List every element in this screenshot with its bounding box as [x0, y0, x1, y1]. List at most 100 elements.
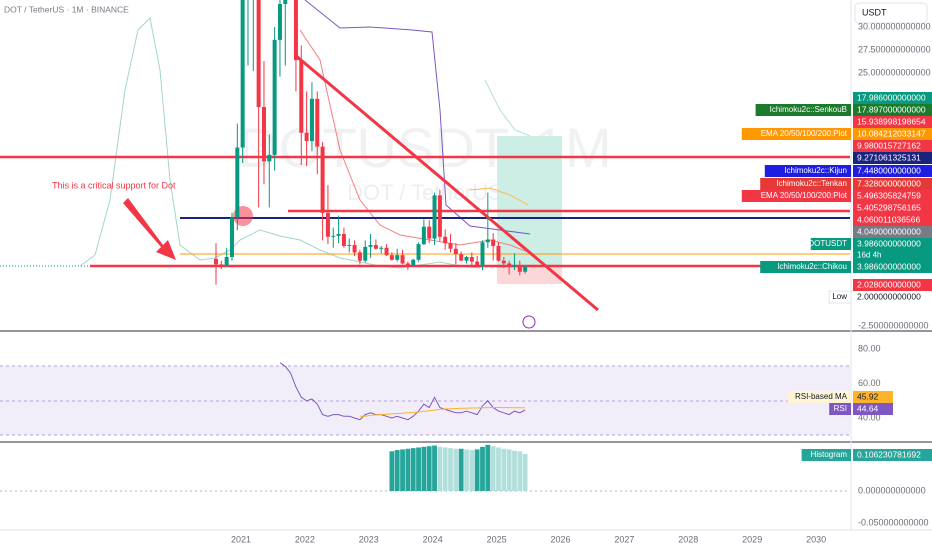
- currency-button[interactable]: [854, 2, 928, 24]
- trend-line: [294, 53, 599, 312]
- hist-bar: [490, 446, 496, 491]
- candle-body: [341, 234, 346, 246]
- price-tag-value: 4.049000000000: [857, 226, 921, 236]
- candle-body: [224, 257, 229, 266]
- hist-bar: [405, 448, 411, 491]
- event-icon[interactable]: [522, 315, 536, 329]
- hist-bar: [517, 451, 523, 491]
- candle-body: [293, 0, 298, 61]
- candle-body: [347, 245, 352, 247]
- candle-body: [315, 98, 320, 147]
- price-tick-label: 30.000000000000: [858, 21, 931, 31]
- hist-bar: [522, 453, 528, 491]
- hist-bar: [432, 445, 437, 491]
- price-tag: [853, 128, 932, 140]
- hist-tag-value: 0.106230781692: [857, 449, 921, 459]
- candle-body: [421, 226, 426, 245]
- kijun-line: [304, 0, 531, 235]
- hist-bar: [421, 446, 427, 491]
- candle-body: [240, 0, 245, 148]
- price-tick-label: -2.500000000000: [858, 320, 929, 330]
- year-label: 2027: [614, 534, 634, 544]
- countdown-box: [853, 250, 932, 261]
- rsi-tag-name: RSI-based MA: [795, 392, 848, 401]
- price-tag-value: 2.000000000000: [857, 291, 921, 301]
- hist-tick-label: 0.000000000000: [858, 485, 926, 495]
- long-stop-zone: [497, 266, 562, 284]
- countdown: 16d 4h: [857, 251, 881, 260]
- candle-body: [400, 255, 405, 264]
- candle-body: [411, 259, 416, 266]
- price-tag: [853, 116, 932, 128]
- candle-body: [379, 247, 384, 249]
- price-tag-name-box: [741, 190, 851, 202]
- hist-tag-name: Histogram: [811, 450, 848, 459]
- rsi-tag: [853, 403, 893, 415]
- price-tag-value: 7.448000000000: [857, 165, 921, 175]
- price-tag-name: EMA 20/50/100/200:Plot: [761, 129, 848, 138]
- hist-tag-name-box: [801, 449, 851, 461]
- candle-body: [459, 254, 464, 261]
- candle-body: [325, 212, 330, 237]
- price-tag-value: 5.496305824759: [857, 190, 921, 200]
- candles: [214, 0, 528, 285]
- price-tag-name: Low: [832, 292, 847, 301]
- hist-bar: [480, 446, 485, 491]
- candle-body: [432, 195, 437, 239]
- rsi-tag: [853, 391, 893, 403]
- currency-label: USDT: [862, 7, 887, 17]
- candle-body: [395, 255, 400, 260]
- price-tag-name-box: [828, 290, 852, 304]
- chikou-line: [79, 16, 241, 267]
- year-label: 2022: [295, 534, 315, 544]
- candle-body: [214, 258, 218, 265]
- price-tag-name-box: [760, 261, 851, 273]
- candle-body: [357, 252, 362, 261]
- candle-body: [437, 195, 442, 237]
- year-label: 2024: [423, 534, 443, 544]
- hist-bar: [453, 448, 459, 491]
- watermark-sub: DOT / TetherUS: [347, 180, 503, 205]
- candle-body: [480, 242, 485, 267]
- year-label: 2025: [487, 534, 507, 544]
- price-tag: [853, 140, 932, 152]
- candle-body: [363, 246, 368, 261]
- price-tag-name: Ichimoku2c::SenkouB: [770, 105, 847, 114]
- candle-body: [256, 0, 261, 108]
- arrow: [123, 198, 176, 260]
- price-tag: [853, 214, 932, 226]
- rsi-tick-label: 40.00: [858, 412, 881, 422]
- price-tag-name: EMA 20/50/100/200:Plot: [761, 191, 848, 200]
- candle-body: [309, 98, 314, 142]
- candle-body: [299, 60, 304, 133]
- candle-body: [448, 243, 453, 249]
- annotation: This is a critical support for Dot: [52, 180, 176, 190]
- candle-body: [453, 248, 458, 255]
- candle-body: [235, 147, 240, 218]
- price-tag-name-box: [741, 128, 851, 140]
- rsi-tag-name: RSI: [834, 404, 847, 413]
- candle-body: [272, 39, 277, 155]
- price-tag-value: 17.986000000000: [857, 92, 926, 102]
- candle-body: [501, 260, 506, 264]
- candle-body: [485, 239, 490, 243]
- rsi-tag-value: 44.64: [857, 403, 879, 413]
- year-label: 2028: [678, 534, 698, 544]
- year-label: 2029: [742, 534, 762, 544]
- candle-body: [368, 245, 373, 247]
- candle-body: [469, 257, 474, 262]
- hist-tag: [853, 449, 932, 461]
- price-tag: [853, 178, 932, 190]
- price-tag-value: 5.405298756165: [857, 202, 921, 212]
- price-tag: [853, 92, 932, 104]
- price-tag-value: 15.938998198654: [857, 116, 926, 126]
- hist-bar: [437, 446, 443, 491]
- hist-bar: [512, 450, 517, 491]
- rsi-tick-label: 60.00: [858, 378, 881, 388]
- price-tag-name: Ichimoku2c::Chikou: [777, 262, 847, 271]
- price-tag-name-box: [764, 165, 851, 177]
- hist-bar: [474, 449, 480, 491]
- price-tag-name: DOTUSDT: [808, 239, 847, 248]
- price-tick-label: 25.000000000000: [858, 67, 931, 77]
- hist-bar: [496, 447, 501, 491]
